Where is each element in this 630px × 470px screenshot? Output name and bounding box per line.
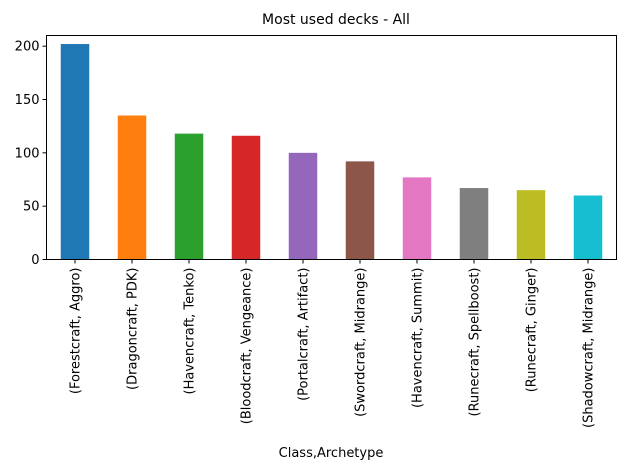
- y-tick-label: 0: [31, 253, 39, 268]
- y-tick-label: 100: [15, 146, 40, 161]
- bar-3: [174, 133, 204, 260]
- plot-frame: [46, 35, 617, 260]
- bar-4: [231, 135, 261, 260]
- bar-10: [573, 195, 603, 260]
- y-tick-label: 200: [15, 40, 40, 55]
- x-tick-label: (Swordcraft, Midrange): [354, 268, 369, 417]
- x-tick-label: (Forestcraft, Aggro): [69, 268, 84, 395]
- y-tick-label: 150: [15, 93, 40, 108]
- bar-7: [402, 177, 432, 260]
- bars-group: [60, 44, 603, 260]
- chart-title: Most used decks - All: [262, 12, 410, 28]
- bar-9: [516, 190, 546, 260]
- bar-5: [288, 152, 318, 260]
- x-tick-label: (Portalcraft, Artifact): [297, 268, 312, 401]
- x-tick-label: (Havencraft, Summit): [411, 268, 426, 409]
- y-axis: 0 50 100 150 200: [15, 40, 47, 268]
- y-tick-label: 50: [23, 200, 40, 215]
- x-tick-label: (Bloodcraft, Vengeance): [240, 268, 255, 425]
- x-axis-label: Class,Archetype: [279, 446, 384, 461]
- x-tick-label: (Shadowcraft, Midrange): [582, 268, 597, 429]
- bar-6: [345, 161, 375, 260]
- x-tick-label: (Dragoncraft, PDK): [126, 268, 141, 390]
- bar-2: [117, 115, 147, 260]
- bar-8: [459, 188, 489, 260]
- x-tick-label: (Runecraft, Spellboost): [468, 268, 483, 417]
- bar-1: [60, 44, 90, 260]
- x-tick-label: (Runecraft, Ginger): [525, 268, 540, 393]
- x-axis: (Forestcraft, Aggro) (Dragoncraft, PDK) (H…: [69, 259, 597, 429]
- x-tick-label: (Havencraft, Tenko): [183, 268, 198, 395]
